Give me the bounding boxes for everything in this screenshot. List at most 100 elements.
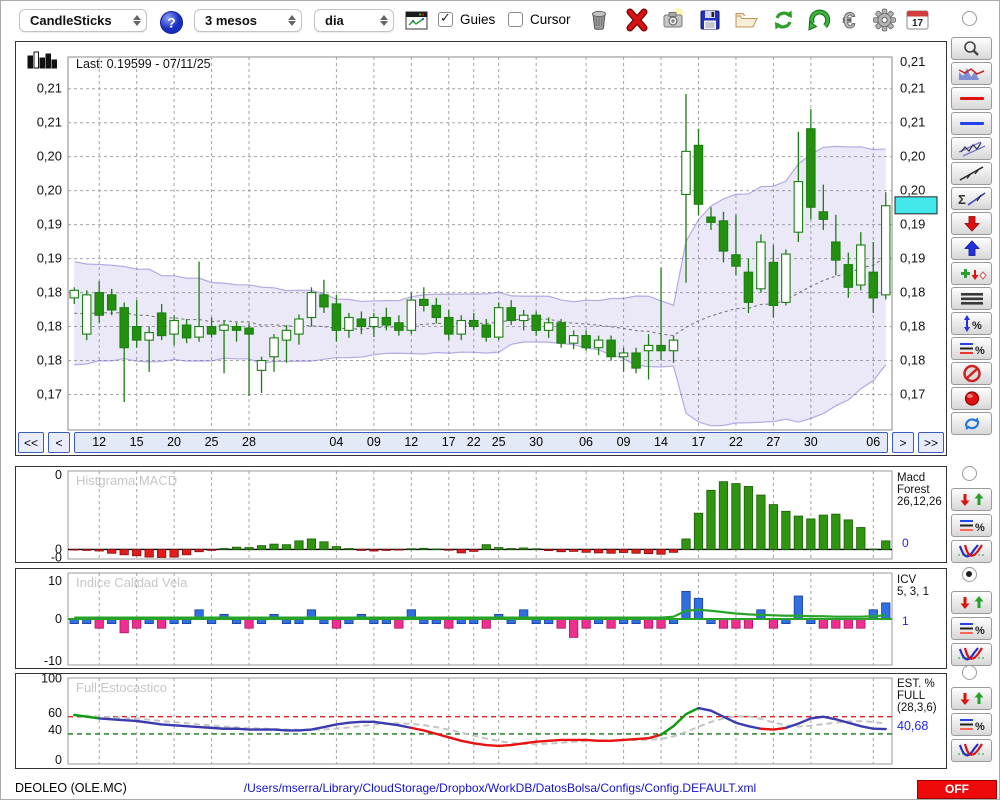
candlestick-chart[interactable]: 0,210,210,210,210,200,200,200,200,190,19… xyxy=(16,42,944,432)
date-tick-label: 22 xyxy=(729,435,743,449)
open-button[interactable] xyxy=(731,5,761,35)
chart-window-button[interactable] xyxy=(404,9,428,31)
zoom-tool-button[interactable] xyxy=(951,37,992,60)
config-path-label: /Users/mserra/Library/CloudStorage/Dropb… xyxy=(1,781,999,795)
est-curve-button[interactable] xyxy=(951,739,992,762)
stochastic-chart[interactable]: 10060400Full EstocasticoEST. %FULL(28,3,… xyxy=(16,674,944,768)
channel-tool-button[interactable] xyxy=(951,137,992,160)
sigma-trendline-icon: Σ xyxy=(955,189,989,208)
date-tick-label: 22 xyxy=(467,435,481,449)
levels-percent-button[interactable]: % xyxy=(951,337,992,360)
svg-text:Histgrama MACD: Histgrama MACD xyxy=(76,473,177,488)
chart-type-select[interactable]: CandleSticks xyxy=(19,9,147,32)
date-navigation: << < 12152025280409121722253006091417222… xyxy=(18,432,944,453)
macd-chart[interactable]: 00-0Histgrama MACDMacdForest26,12,260 xyxy=(16,467,944,562)
sell-arrow-button[interactable] xyxy=(951,212,992,235)
delete-x-icon xyxy=(624,7,650,33)
chevron-up-down-icon xyxy=(378,13,389,28)
svg-text:0,18: 0,18 xyxy=(37,285,62,300)
svg-text:?: ? xyxy=(167,14,176,30)
svg-text:ICV: ICV xyxy=(897,574,917,586)
open-folder-icon xyxy=(732,7,760,33)
est-arrows-button[interactable] xyxy=(951,687,992,710)
blue-hline-button[interactable] xyxy=(951,112,992,135)
currency-button[interactable]: € xyxy=(837,5,867,35)
camera-icon xyxy=(660,7,687,33)
undo-button[interactable] xyxy=(803,5,833,35)
triple-lines-icon xyxy=(955,289,989,308)
down-up-arrows-icon xyxy=(955,689,989,708)
nav-first-button[interactable]: << xyxy=(18,432,44,453)
svg-text:40,68: 40,68 xyxy=(897,719,928,733)
align-lines-button[interactable] xyxy=(951,287,992,310)
stochastic-panel: 10060400Full EstocasticoEST. %FULL(28,3,… xyxy=(15,673,947,769)
chevron-up-down-icon xyxy=(131,13,142,28)
date-axis-strip[interactable]: 1215202528040912172225300609141722273006 xyxy=(74,432,888,453)
macd-levels-button[interactable]: % xyxy=(951,514,992,537)
red-hline-button[interactable] xyxy=(951,87,992,110)
indicator-overlay-button[interactable] xyxy=(951,62,992,85)
trendline-tool-button[interactable] xyxy=(951,162,992,185)
nav-next-button[interactable]: > xyxy=(892,432,914,453)
icv-radio[interactable] xyxy=(962,567,977,582)
save-button[interactable] xyxy=(695,5,725,35)
svg-text:0: 0 xyxy=(55,612,62,626)
trash-button[interactable] xyxy=(584,5,614,35)
disable-button[interactable] xyxy=(951,362,992,385)
svg-text:0,17: 0,17 xyxy=(900,387,925,402)
down-up-arrows-icon xyxy=(955,490,989,509)
gear-icon xyxy=(871,7,898,33)
no-entry-icon xyxy=(955,364,989,383)
nav-prev-button[interactable]: < xyxy=(48,432,70,453)
sync-button[interactable] xyxy=(951,412,992,435)
off-toggle-button[interactable]: OFF xyxy=(917,780,997,799)
svg-text:EST. %: EST. % xyxy=(897,678,935,690)
svg-text:0,18: 0,18 xyxy=(900,319,925,334)
macd-curve-button[interactable] xyxy=(951,540,992,563)
date-tick-label: 15 xyxy=(130,435,144,449)
levels-percent-icon: % xyxy=(955,619,989,638)
charting-app-window: CandleSticks ? 3 mesos dia xyxy=(0,0,1000,800)
help-button[interactable]: ? xyxy=(156,7,186,37)
svg-text:0,19: 0,19 xyxy=(37,217,62,232)
settings-button[interactable] xyxy=(869,5,899,35)
cursor-checkbox[interactable] xyxy=(508,12,523,27)
refresh-button[interactable] xyxy=(768,5,798,35)
buy-arrow-button[interactable] xyxy=(951,237,992,260)
date-tick-label: 14 xyxy=(654,435,668,449)
icv-levels-button[interactable]: % xyxy=(951,617,992,640)
add-signal-button[interactable] xyxy=(951,262,992,285)
trash-icon xyxy=(586,7,612,33)
main-candlestick-panel: 0,210,210,210,210,200,200,200,200,190,19… xyxy=(15,41,947,456)
svg-text:Macd: Macd xyxy=(897,472,925,484)
guies-checkbox[interactable] xyxy=(438,12,453,27)
est-levels-button[interactable]: % xyxy=(951,713,992,736)
calendar-button[interactable]: 17 xyxy=(902,5,932,35)
svg-text:Σ: Σ xyxy=(958,192,966,207)
est-radio[interactable] xyxy=(962,665,977,680)
svg-text:Indice Calidad Vela: Indice Calidad Vela xyxy=(76,575,188,590)
nav-last-button[interactable]: >> xyxy=(918,432,944,453)
range-percent-button[interactable]: % xyxy=(951,312,992,335)
svg-text:0,21: 0,21 xyxy=(900,115,925,130)
icv-chart[interactable]: 100-10Indice Calidad VelaICV5, 3, 11 xyxy=(16,569,944,668)
svg-text:FULL: FULL xyxy=(897,690,926,702)
icv-arrows-button[interactable] xyxy=(951,591,992,614)
macd-arrows-button[interactable] xyxy=(951,488,992,511)
snapshot-button[interactable] xyxy=(658,5,688,35)
svg-text:Forest: Forest xyxy=(897,484,930,496)
period-select[interactable]: 3 mesos xyxy=(194,9,302,32)
sum-trendline-button[interactable]: Σ xyxy=(951,187,992,210)
icv-curve-button[interactable] xyxy=(951,643,992,666)
levels-percent-icon: % xyxy=(955,715,989,734)
date-tick-label: 25 xyxy=(492,435,506,449)
delete-button[interactable] xyxy=(622,5,652,35)
date-tick-label: 27 xyxy=(766,435,780,449)
main-panel-radio[interactable] xyxy=(962,11,977,26)
svg-text:0: 0 xyxy=(902,536,909,550)
interval-select[interactable]: dia xyxy=(314,9,394,32)
macd-radio[interactable] xyxy=(962,466,977,481)
chevron-up-down-icon xyxy=(286,13,297,28)
record-button[interactable] xyxy=(951,387,992,410)
indicator-chart-icon xyxy=(955,64,989,83)
